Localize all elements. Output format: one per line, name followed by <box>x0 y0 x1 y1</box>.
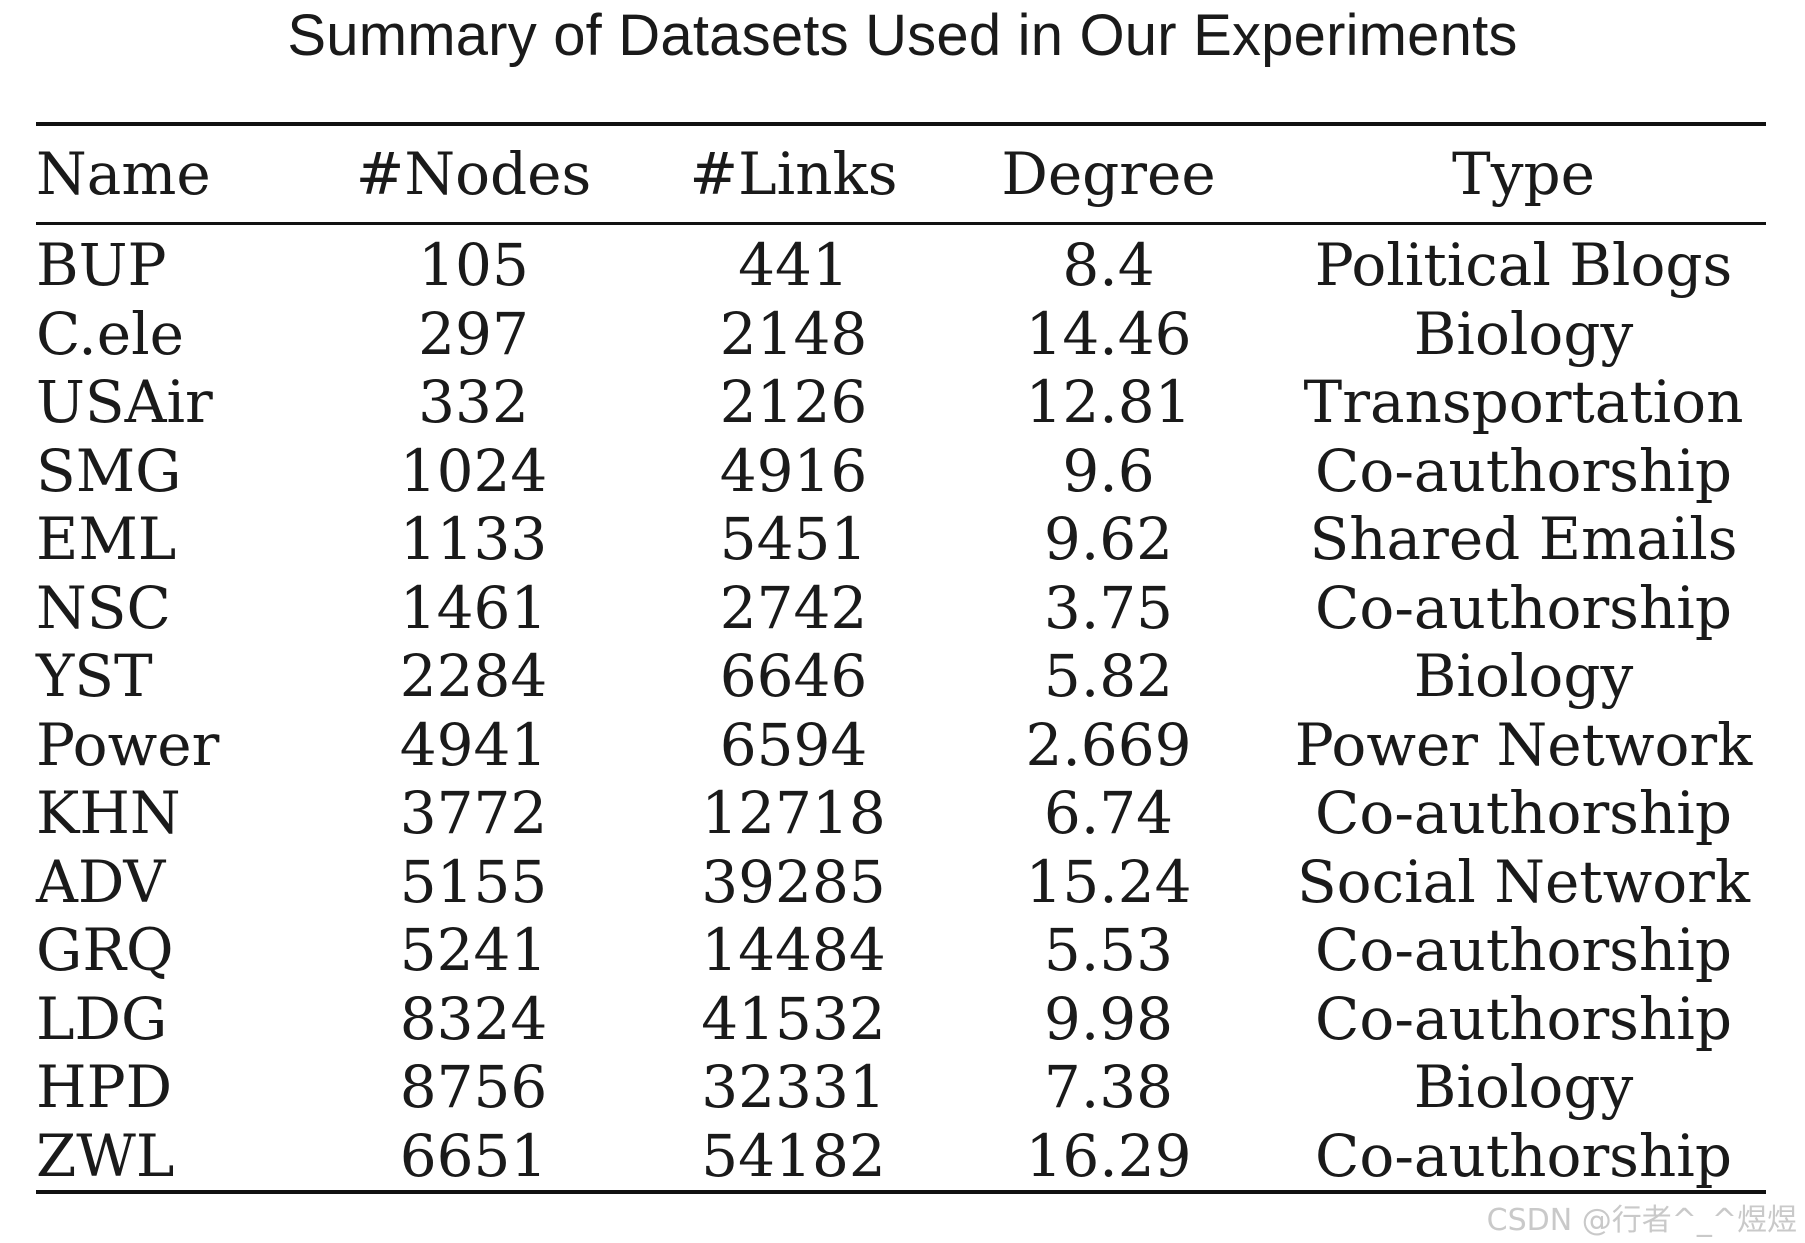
table-title: Summary of Datasets Used in Our Experime… <box>287 3 1518 68</box>
cell-type: Shared Emails <box>1309 505 1738 574</box>
cell-type: Transportation <box>1303 368 1744 437</box>
cell-degree: 9.6 <box>1062 436 1155 505</box>
cell-nodes: 2284 <box>399 642 548 711</box>
cell-type: Power Network <box>1294 710 1753 779</box>
cell-type: Political Blogs <box>1314 231 1733 300</box>
table-row: SMG 1024 4916 9.6 Co-authorship <box>36 437 1766 506</box>
table-row: ADV 5155 39285 15.24 Social Network <box>36 848 1766 917</box>
cell-name: ADV <box>36 847 166 916</box>
cell-degree: 12.81 <box>1025 368 1192 437</box>
cell-degree: 14.46 <box>1025 299 1192 368</box>
cell-type: Biology <box>1413 642 1634 711</box>
cell-nodes: 8756 <box>399 1053 548 1122</box>
cell-degree: 2.669 <box>1025 710 1192 779</box>
cell-degree: 8.4 <box>1062 231 1155 300</box>
cell-degree: 5.82 <box>1043 642 1174 711</box>
cell-name: GRQ <box>36 916 174 985</box>
cell-links: 41532 <box>701 984 886 1053</box>
table-body: BUP 105 441 8.4 Political Blogs C.ele 297 2148 1… <box>36 224 1766 1191</box>
cell-name: USAir <box>36 368 213 437</box>
table-row: BUP 105 441 8.4 Political Blogs <box>36 224 1766 300</box>
table-row: GRQ 5241 14484 5.53 Co-authorship <box>36 916 1766 985</box>
cell-nodes: 297 <box>418 299 529 368</box>
cell-links: 2148 <box>719 299 868 368</box>
cell-name: LDG <box>36 984 168 1053</box>
cell-links: 14484 <box>701 916 886 985</box>
cell-type: Co-authorship <box>1315 984 1732 1053</box>
table-row: KHN 3772 12718 6.74 Co-authorship <box>36 779 1766 848</box>
datasets-table-container: Name #Nodes #Links Degree Type BUP 105 441… <box>36 122 1766 1194</box>
cell-type: Co-authorship <box>1315 779 1732 848</box>
cell-links: 5451 <box>719 505 868 574</box>
cell-nodes: 5155 <box>399 847 548 916</box>
cell-type: Biology <box>1413 299 1634 368</box>
cell-type: Co-authorship <box>1315 436 1732 505</box>
cell-name: KHN <box>36 779 181 848</box>
cell-degree: 6.74 <box>1043 779 1174 848</box>
cell-nodes: 6651 <box>399 1121 548 1190</box>
cell-type: Co-authorship <box>1315 1121 1732 1190</box>
table-row: HPD 8756 32331 7.38 Biology <box>36 1053 1766 1122</box>
top-rule <box>36 122 1766 126</box>
cell-nodes: 105 <box>418 231 529 300</box>
cell-nodes: 3772 <box>399 779 548 848</box>
cell-nodes: 4941 <box>399 710 548 779</box>
cell-name: Power <box>36 710 220 779</box>
table-header: Name #Nodes #Links Degree Type <box>36 126 1766 224</box>
watermark: CSDN @行者^_^煜煜 <box>1486 1203 1797 1238</box>
table-row: EML 1133 5451 9.62 Shared Emails <box>36 505 1766 574</box>
cell-degree: 5.53 <box>1043 916 1174 985</box>
cell-type: Social Network <box>1296 847 1751 916</box>
table-row: ZWL 6651 54182 16.29 Co-authorship <box>36 1122 1766 1191</box>
cell-nodes: 1133 <box>399 505 548 574</box>
table-row: NSC 1461 2742 3.75 Co-authorship <box>36 574 1766 643</box>
header-degree: Degree <box>1001 140 1216 208</box>
cell-links: 441 <box>738 231 849 300</box>
cell-degree: 9.62 <box>1043 505 1174 574</box>
datasets-table: Name #Nodes #Links Degree Type BUP 105 441… <box>36 126 1766 1190</box>
cell-name: YST <box>36 642 153 711</box>
table-row: Power 4941 6594 2.669 Power Network <box>36 711 1766 780</box>
cell-degree: 15.24 <box>1025 847 1192 916</box>
cell-links: 2742 <box>719 573 868 642</box>
cell-name: C.ele <box>36 299 184 368</box>
cell-name: BUP <box>36 231 167 300</box>
cell-links: 32331 <box>701 1053 886 1122</box>
cell-name: EML <box>36 505 177 574</box>
cell-degree: 9.98 <box>1043 984 1174 1053</box>
header-nodes: #Nodes <box>355 140 592 208</box>
cell-name: SMG <box>36 436 182 505</box>
cell-links: 39285 <box>701 847 886 916</box>
cell-links: 6594 <box>719 710 868 779</box>
cell-nodes: 1461 <box>399 573 548 642</box>
cell-links: 2126 <box>719 368 868 437</box>
cell-type: Co-authorship <box>1315 916 1732 985</box>
cell-degree: 7.38 <box>1043 1053 1174 1122</box>
cell-nodes: 5241 <box>399 916 548 985</box>
table-row: LDG 8324 41532 9.98 Co-authorship <box>36 985 1766 1054</box>
cell-nodes: 332 <box>418 368 529 437</box>
cell-nodes: 1024 <box>399 436 548 505</box>
cell-name: NSC <box>36 573 171 642</box>
table-row: YST 2284 6646 5.82 Biology <box>36 642 1766 711</box>
cell-nodes: 8324 <box>399 984 548 1053</box>
table-row: USAir 332 2126 12.81 Transportation <box>36 368 1766 437</box>
table-row: C.ele 297 2148 14.46 Biology <box>36 300 1766 369</box>
header-type: Type <box>1452 140 1595 208</box>
cell-links: 6646 <box>719 642 868 711</box>
cell-degree: 3.75 <box>1043 573 1174 642</box>
cell-links: 54182 <box>701 1121 886 1190</box>
header-name: Name <box>36 140 211 208</box>
header-row: Name #Nodes #Links Degree Type <box>36 126 1766 224</box>
cell-degree: 16.29 <box>1025 1121 1192 1190</box>
cell-name: ZWL <box>36 1121 175 1190</box>
bottom-rule <box>36 1190 1766 1194</box>
cell-links: 4916 <box>719 436 868 505</box>
header-links: #Links <box>689 140 898 208</box>
cell-name: HPD <box>36 1053 173 1122</box>
cell-type: Biology <box>1413 1053 1634 1122</box>
cell-type: Co-authorship <box>1315 573 1732 642</box>
cell-links: 12718 <box>701 779 886 848</box>
